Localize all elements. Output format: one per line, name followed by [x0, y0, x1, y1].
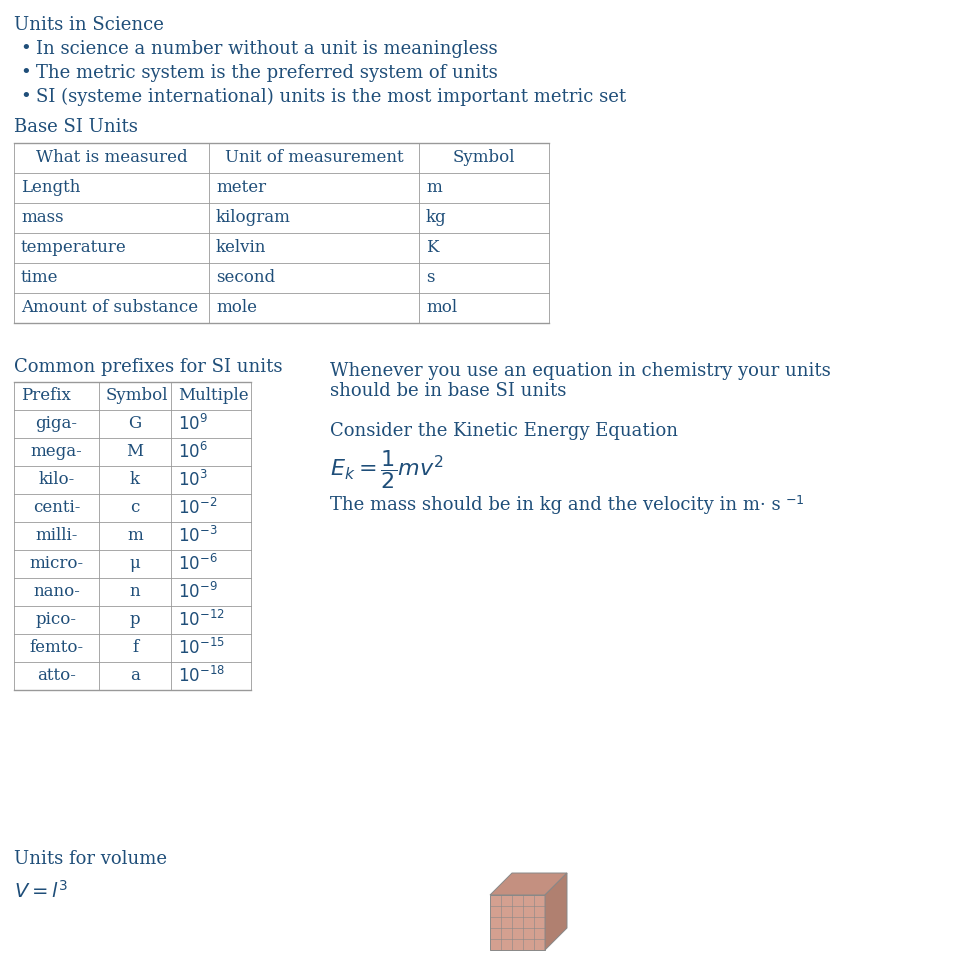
Text: nano-: nano-	[33, 584, 80, 601]
Text: kilo-: kilo-	[39, 471, 74, 489]
Text: μ: μ	[129, 556, 140, 572]
Polygon shape	[490, 895, 545, 950]
Text: should be in base SI units: should be in base SI units	[330, 382, 566, 400]
Text: $10^{-15}$: $10^{-15}$	[178, 638, 225, 658]
Text: mega-: mega-	[31, 444, 82, 461]
Text: kelvin: kelvin	[216, 239, 267, 256]
Text: m: m	[426, 180, 441, 197]
Text: SI (systeme international) units is the most important metric set: SI (systeme international) units is the …	[36, 88, 626, 107]
Text: $E_k = \dfrac{1}{2}mv^2$: $E_k = \dfrac{1}{2}mv^2$	[330, 448, 444, 491]
Text: micro-: micro-	[29, 556, 84, 572]
Text: In science a number without a unit is meaningless: In science a number without a unit is me…	[36, 40, 497, 58]
Text: G: G	[128, 416, 142, 433]
Text: mole: mole	[216, 300, 257, 317]
Text: K: K	[426, 239, 439, 256]
Text: Amount of substance: Amount of substance	[21, 300, 198, 317]
Text: f: f	[132, 639, 138, 657]
Text: •: •	[20, 40, 31, 58]
Text: centi-: centi-	[33, 499, 80, 516]
Text: $10^{3}$: $10^{3}$	[178, 470, 208, 490]
Text: pico-: pico-	[36, 612, 77, 629]
Text: m: m	[128, 527, 143, 544]
Text: What is measured: What is measured	[36, 150, 187, 166]
Text: femto-: femto-	[29, 639, 84, 657]
Text: c: c	[130, 499, 140, 516]
Text: $V = l^3$: $V = l^3$	[14, 880, 68, 901]
Text: $10^{9}$: $10^{9}$	[178, 414, 208, 434]
Text: Symbol: Symbol	[106, 388, 168, 404]
Text: Consider the Kinetic Energy Equation: Consider the Kinetic Energy Equation	[330, 422, 678, 440]
Text: kg: kg	[426, 209, 446, 227]
Text: temperature: temperature	[21, 239, 127, 256]
Text: $10^{6}$: $10^{6}$	[178, 442, 208, 462]
Text: $10^{-6}$: $10^{-6}$	[178, 554, 217, 574]
Text: time: time	[21, 270, 59, 286]
Text: $10^{-18}$: $10^{-18}$	[178, 666, 225, 686]
Text: Length: Length	[21, 180, 80, 197]
Text: Units in Science: Units in Science	[14, 16, 164, 34]
Text: $^{-1}$: $^{-1}$	[785, 496, 805, 514]
Text: Unit of measurement: Unit of measurement	[225, 150, 404, 166]
Text: milli-: milli-	[36, 527, 77, 544]
Text: Symbol: Symbol	[453, 150, 515, 166]
Text: giga-: giga-	[36, 416, 77, 433]
Text: mass: mass	[21, 209, 64, 227]
Text: Whenever you use an equation in chemistry your units: Whenever you use an equation in chemistr…	[330, 362, 831, 380]
Text: k: k	[130, 471, 140, 489]
Text: The mass should be in kg and the velocity in m· s: The mass should be in kg and the velocit…	[330, 496, 781, 514]
Text: a: a	[130, 667, 140, 684]
Text: •: •	[20, 88, 31, 106]
Polygon shape	[490, 873, 567, 895]
Text: second: second	[216, 270, 275, 286]
Text: kilogram: kilogram	[216, 209, 291, 227]
Text: atto-: atto-	[37, 667, 76, 684]
Polygon shape	[545, 873, 567, 950]
Text: Prefix: Prefix	[21, 388, 71, 404]
Text: $10^{-2}$: $10^{-2}$	[178, 498, 217, 518]
Text: Common prefixes for SI units: Common prefixes for SI units	[14, 358, 282, 376]
Text: s: s	[426, 270, 435, 286]
Text: $10^{-3}$: $10^{-3}$	[178, 526, 217, 546]
Text: The metric system is the preferred system of units: The metric system is the preferred syste…	[36, 64, 497, 82]
Text: Base SI Units: Base SI Units	[14, 118, 138, 136]
Text: $10^{-12}$: $10^{-12}$	[178, 610, 225, 630]
Text: M: M	[127, 444, 144, 461]
Text: meter: meter	[216, 180, 266, 197]
Text: Units for volume: Units for volume	[14, 850, 167, 868]
Text: n: n	[129, 584, 140, 601]
Text: $10^{-9}$: $10^{-9}$	[178, 582, 217, 602]
Text: Multiple: Multiple	[178, 388, 248, 404]
Text: •: •	[20, 64, 31, 82]
Text: mol: mol	[426, 300, 457, 317]
Text: p: p	[129, 612, 140, 629]
